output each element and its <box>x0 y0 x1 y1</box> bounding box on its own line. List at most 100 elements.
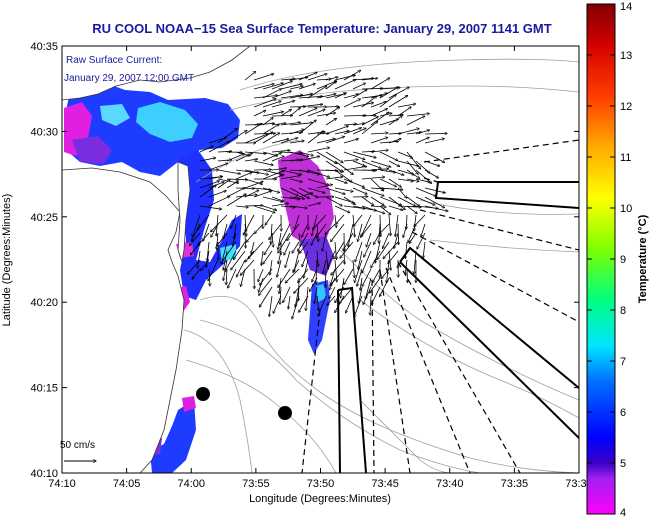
current-vector <box>325 107 340 117</box>
colorbar-tick-label: 9 <box>620 254 626 266</box>
current-vector <box>208 176 223 180</box>
current-vector <box>421 223 426 237</box>
current-vectors <box>188 70 448 318</box>
current-vector <box>244 190 259 198</box>
current-vector <box>370 137 388 144</box>
current-vector <box>278 268 291 287</box>
sst-patch-small-cyan <box>316 284 326 302</box>
current-vector <box>244 169 268 175</box>
current-vector <box>361 177 385 180</box>
current-vector <box>307 148 330 153</box>
current-vector <box>298 120 316 135</box>
current-vector <box>206 250 210 267</box>
current-vector <box>343 205 365 209</box>
current-vector <box>370 206 386 207</box>
current-vector <box>317 250 318 266</box>
current-vector <box>217 179 230 189</box>
current-vector <box>262 169 282 175</box>
current-vector <box>362 250 372 273</box>
current-vector <box>208 196 230 207</box>
current-vector <box>244 178 262 184</box>
marker-dot-2 <box>278 406 292 420</box>
current-vector <box>343 124 357 125</box>
current-vector <box>198 232 210 246</box>
current-vector <box>228 268 237 288</box>
current-vector <box>388 205 403 210</box>
land-long-island-shore <box>62 46 251 101</box>
scale-label: 50 cm/s <box>60 440 95 451</box>
current-vector <box>364 241 372 257</box>
current-vector <box>289 205 307 208</box>
current-vector <box>424 196 445 208</box>
current-vector <box>358 223 363 241</box>
current-vector <box>343 99 360 108</box>
current-vector <box>298 232 309 251</box>
current-vector <box>280 79 295 80</box>
land-staten-island <box>62 167 185 473</box>
current-vector <box>325 196 342 206</box>
current-vector <box>244 123 262 135</box>
x-tick-label: 74:00 <box>177 478 205 490</box>
current-vector <box>262 89 281 99</box>
current-vector <box>406 205 417 214</box>
current-vector <box>243 214 255 235</box>
current-vector <box>397 250 408 268</box>
current-vector <box>388 169 404 175</box>
current-vector <box>263 250 273 264</box>
current-vector <box>292 241 300 253</box>
current-vector <box>289 129 304 135</box>
current-vector <box>307 86 327 99</box>
current-vector <box>354 259 363 283</box>
current-vector <box>299 241 309 253</box>
colorbar-tick-label: 5 <box>620 458 626 470</box>
land-sandy-hook <box>177 161 191 263</box>
current-vector <box>192 268 201 279</box>
current-vector <box>407 268 408 282</box>
current-vector <box>346 295 354 313</box>
current-vector <box>370 150 388 153</box>
current-vector <box>258 268 264 282</box>
current-vector <box>269 223 282 240</box>
current-vector <box>208 163 228 171</box>
current-vector <box>379 113 392 117</box>
current-vector <box>198 250 201 268</box>
current-vector <box>262 118 273 126</box>
current-vector <box>289 86 303 90</box>
current-vector <box>244 72 256 81</box>
current-vector <box>370 160 391 167</box>
current-vector <box>264 241 273 255</box>
current-vector <box>409 232 417 243</box>
current-vector <box>285 268 300 283</box>
current-vector <box>244 151 266 154</box>
current-vector <box>334 187 353 192</box>
current-vector <box>388 250 399 263</box>
current-vector <box>415 137 429 144</box>
current-vector <box>370 109 387 117</box>
current-vector <box>397 107 411 117</box>
x-tick-label: 73:40 <box>436 478 464 490</box>
current-vector <box>298 104 323 108</box>
current-vector <box>271 123 286 126</box>
current-vector <box>379 151 398 161</box>
current-vector <box>379 141 398 144</box>
current-vector <box>325 107 339 108</box>
current-vector <box>310 277 318 291</box>
current-vector <box>231 250 246 270</box>
current-vector <box>271 223 272 244</box>
current-vector <box>371 250 381 268</box>
current-vector <box>334 205 350 213</box>
current-vector <box>327 295 336 305</box>
current-vector <box>417 232 426 249</box>
current-vector <box>361 151 375 152</box>
current-vector <box>379 178 396 187</box>
current-vector <box>192 223 201 241</box>
current-vector <box>279 223 291 245</box>
current-vector <box>388 139 401 144</box>
current-label-line2: January 29, 2007 12:00 GMT <box>64 73 194 84</box>
colorbar-tick-label: 11 <box>620 152 631 164</box>
current-vector <box>307 203 320 207</box>
current-vector <box>424 139 444 144</box>
current-vector <box>379 119 398 126</box>
current-vector <box>269 295 273 316</box>
